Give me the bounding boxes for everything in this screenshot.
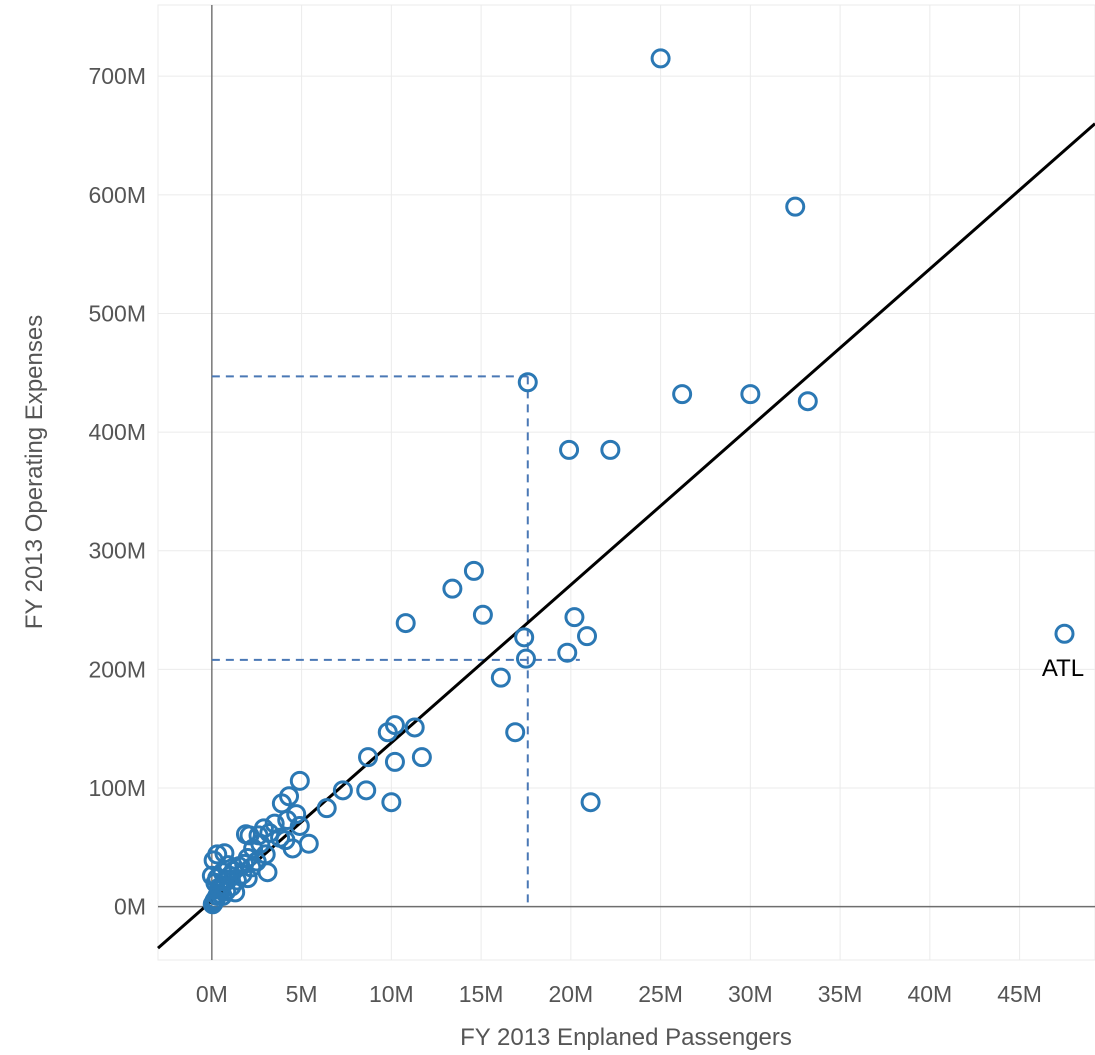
- y-axis-ticks: 0M 100M 200M 300M 400M 500M 600M 700M: [88, 63, 146, 919]
- scatter-point: [672, 384, 693, 405]
- scatter-point: [442, 578, 463, 599]
- scatter-point: [411, 747, 432, 768]
- scatter-point: [377, 722, 398, 743]
- scatter-point: [559, 439, 580, 460]
- x-tick-label: 10M: [369, 981, 414, 1007]
- scatter-point: [241, 857, 262, 878]
- annotations: ATL: [1042, 655, 1084, 682]
- scatter-point: [472, 604, 493, 625]
- x-tick-label: 0M: [196, 981, 228, 1007]
- scatter-point: [515, 648, 536, 669]
- scatter-point: [514, 627, 535, 648]
- scatter-point: [212, 885, 233, 906]
- reference-lines: [211, 375, 580, 907]
- scatter-point: [216, 881, 237, 902]
- x-tick-label: 15M: [459, 981, 504, 1007]
- scatter-point: [517, 372, 538, 393]
- scatter-point: [381, 792, 402, 813]
- scatter-point: [797, 391, 818, 412]
- y-tick-label: 500M: [88, 300, 146, 326]
- x-tick-label: 35M: [818, 981, 863, 1007]
- scatter-point: [740, 384, 761, 405]
- y-tick-label: 200M: [88, 656, 146, 682]
- trend-line: [157, 122, 1095, 950]
- scatter-point: [356, 780, 377, 801]
- scatter-point: [332, 780, 353, 801]
- point-annotation: ATL: [1042, 655, 1084, 682]
- scatter-point: [255, 844, 276, 865]
- y-tick-label: 600M: [88, 182, 146, 208]
- x-tick-label: 45M: [997, 981, 1042, 1007]
- scatter-point: [580, 792, 601, 813]
- scatter-point: [505, 722, 526, 743]
- scatter-point: [277, 810, 298, 831]
- scatter-point: [490, 667, 511, 688]
- grid-layer: [157, 4, 1095, 961]
- y-axis-title: FY 2013 Operating Expenses: [21, 315, 48, 629]
- x-tick-label: 20M: [548, 981, 593, 1007]
- y-tick-label: 300M: [88, 538, 146, 564]
- scatter-point: [785, 196, 806, 217]
- x-axis-title: FY 2013 Enplaned Passengers: [460, 1024, 792, 1051]
- x-tick-label: 30M: [728, 981, 773, 1007]
- scatter-point: [404, 717, 425, 738]
- zero-lines: [158, 5, 1095, 960]
- scatter-point: [225, 882, 246, 903]
- scatter-point: [316, 798, 337, 819]
- x-tick-label: 40M: [907, 981, 952, 1007]
- scatter-point: [384, 751, 405, 772]
- scatter-point: [600, 439, 621, 460]
- x-tick-label: 25M: [638, 981, 683, 1007]
- scatter-point: [358, 747, 379, 768]
- plot-frame: [157, 4, 1095, 961]
- scatter-point: [289, 770, 310, 791]
- scatter-point: [218, 855, 239, 876]
- scatter-point: [564, 607, 585, 628]
- scatter-point: [557, 642, 578, 663]
- y-tick-label: 400M: [88, 419, 146, 445]
- scatter-point: [577, 626, 598, 647]
- trend-line-layer: [157, 122, 1095, 950]
- scatter-point: [207, 868, 228, 889]
- y-tick-label: 700M: [88, 63, 146, 89]
- x-axis-ticks: 0M 5M 10M 15M 20M 25M 30M 35M 40M 45M: [196, 981, 1042, 1007]
- scatter-point: [395, 613, 416, 634]
- x-tick-label: 5M: [286, 981, 318, 1007]
- scatter-point: [275, 830, 296, 851]
- scatter-point: [226, 870, 247, 891]
- scatter-point: [237, 868, 258, 889]
- scatter-point: [650, 48, 671, 69]
- scatter-point: [1054, 623, 1075, 644]
- scatter-point: [463, 560, 484, 581]
- y-tick-label: 100M: [88, 775, 146, 801]
- y-tick-label: 0M: [114, 894, 146, 920]
- data-points: [201, 48, 1075, 915]
